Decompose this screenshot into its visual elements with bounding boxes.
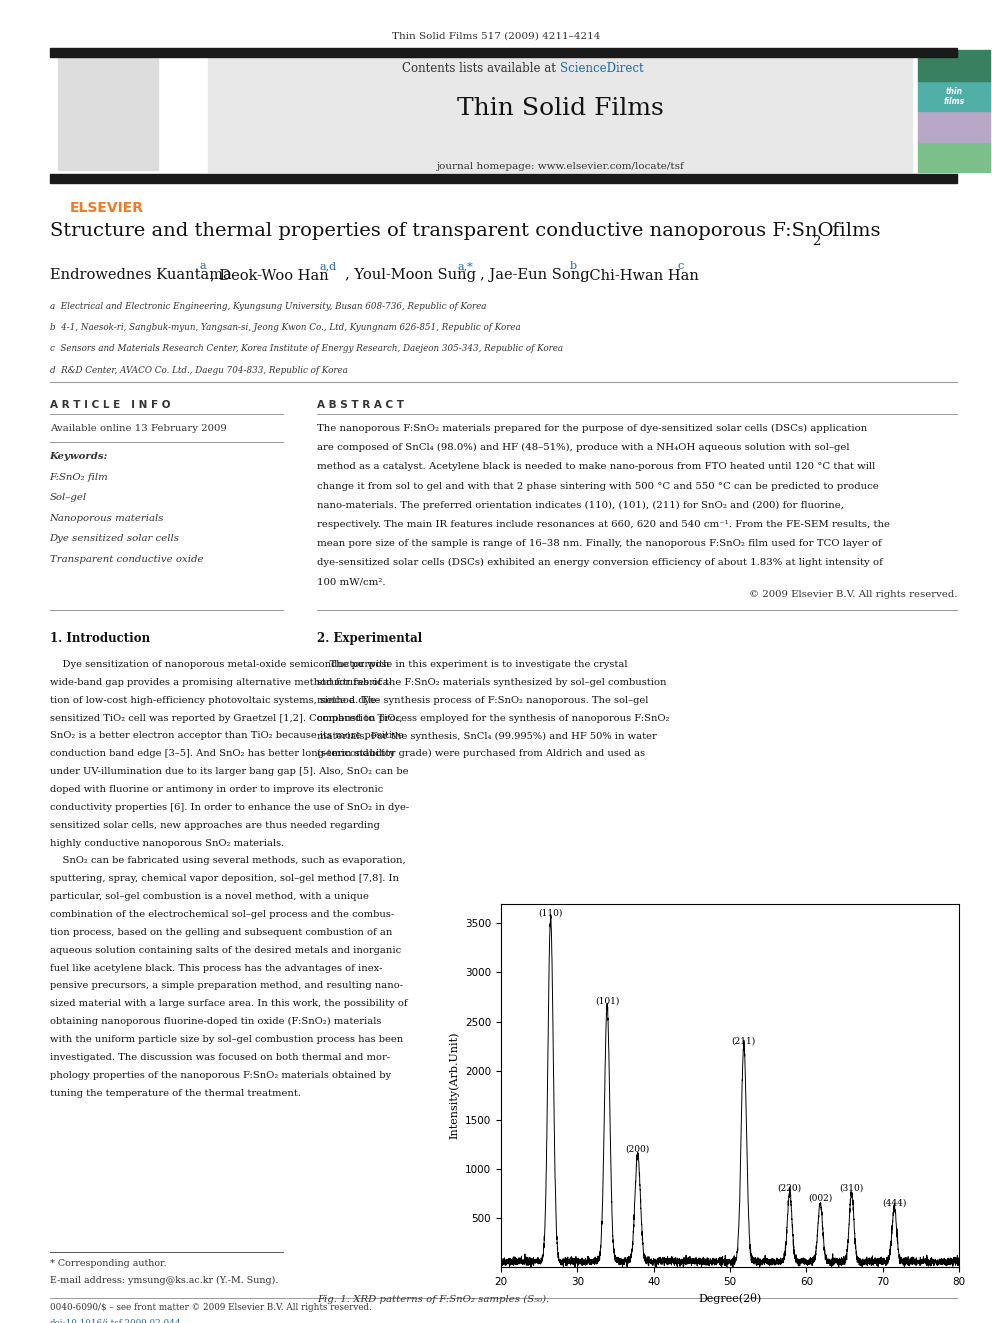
Text: under UV-illumination due to its larger bang gap [5]. Also, SnO₂ can be: under UV-illumination due to its larger …: [50, 767, 408, 777]
Text: 1. Introduction: 1. Introduction: [50, 632, 150, 646]
Text: 2: 2: [812, 235, 820, 249]
Text: highly conductive nanoporous SnO₂ materials.: highly conductive nanoporous SnO₂ materi…: [50, 839, 284, 848]
Text: A R T I C L E   I N F O: A R T I C L E I N F O: [50, 400, 170, 410]
Text: (200): (200): [626, 1144, 650, 1154]
Text: a: a: [200, 262, 206, 271]
Text: tion of low-cost high-efficiency photovoltaic systems, since a dye-: tion of low-cost high-efficiency photovo…: [50, 696, 379, 705]
Bar: [918, 111, 990, 142]
Text: phology properties of the nanoporous F:SnO₂ materials obtained by: phology properties of the nanoporous F:S…: [50, 1070, 391, 1080]
Text: films: films: [826, 222, 881, 239]
Text: (211): (211): [732, 1036, 756, 1045]
Text: Endrowednes Kuantama: Endrowednes Kuantama: [50, 269, 236, 282]
Text: (002): (002): [808, 1193, 832, 1203]
Text: Thin Solid Films: Thin Solid Films: [456, 97, 664, 120]
Text: © 2009 Elsevier B.V. All rights reserved.: © 2009 Elsevier B.V. All rights reserved…: [749, 590, 957, 599]
Text: E-mail address: ymsung@ks.ac.kr (Y.-M. Sung).: E-mail address: ymsung@ks.ac.kr (Y.-M. S…: [50, 1275, 278, 1285]
Text: , Chi-Hwan Han: , Chi-Hwan Han: [580, 269, 703, 282]
Text: (310): (310): [839, 1184, 864, 1193]
Text: sputtering, spray, chemical vapor deposition, sol–gel method [7,8]. In: sputtering, spray, chemical vapor deposi…: [50, 875, 399, 884]
Text: (110): (110): [539, 909, 562, 917]
Text: structures of the F:SnO₂ materials synthesized by sol–gel combustion: structures of the F:SnO₂ materials synth…: [317, 677, 667, 687]
Text: Nanoporous materials: Nanoporous materials: [50, 513, 164, 523]
Text: fuel like acetylene black. This process has the advantages of inex-: fuel like acetylene black. This process …: [50, 963, 382, 972]
Text: Available online 13 February 2009: Available online 13 February 2009: [50, 423, 226, 433]
Text: Dye sensitized solar cells: Dye sensitized solar cells: [50, 534, 180, 542]
Text: d  R&D Center, AVACO Co. Ltd., Daegu 704-833, Republic of Korea: d R&D Center, AVACO Co. Ltd., Daegu 704-…: [50, 365, 347, 374]
Text: Fig. 1. XRD patterns of F:SnO₂ samples (S₅₀).: Fig. 1. XRD patterns of F:SnO₂ samples (…: [317, 1295, 550, 1304]
Text: sized material with a large surface area. In this work, the possibility of: sized material with a large surface area…: [50, 999, 408, 1008]
Text: are composed of SnCl₄ (98.0%) and HF (48–51%), produce with a NH₄OH aqueous solu: are composed of SnCl₄ (98.0%) and HF (48…: [317, 443, 850, 452]
Text: SnO₂ is a better electron acceptor than TiO₂ because its more positive: SnO₂ is a better electron acceptor than …: [50, 732, 404, 741]
Y-axis label: Intensity(Arb.Unit): Intensity(Arb.Unit): [448, 1032, 459, 1139]
Text: Sol–gel: Sol–gel: [50, 493, 86, 501]
Text: a,*: a,*: [457, 262, 473, 271]
Text: 0040-6090/$ – see front matter © 2009 Elsevier B.V. All rights reserved.: 0040-6090/$ – see front matter © 2009 El…: [50, 1303, 371, 1312]
Text: pensive precursors, a simple preparation method, and resulting nano-: pensive precursors, a simple preparation…: [50, 982, 403, 991]
Text: Structure and thermal properties of transparent conductive nanoporous F:SnO: Structure and thermal properties of tran…: [50, 222, 833, 239]
Text: a,d: a,d: [320, 262, 337, 271]
Text: (220): (220): [778, 1184, 802, 1193]
Text: thin
films: thin films: [943, 87, 964, 106]
Text: mean pore size of the sample is range of 16–38 nm. Finally, the nanoporous F:SnO: mean pore size of the sample is range of…: [317, 538, 882, 548]
Bar: [918, 142, 990, 172]
Text: sensitized solar cells, new approaches are thus needed regarding: sensitized solar cells, new approaches a…: [50, 820, 380, 830]
Text: method. The synthesis process of F:SnO₂ nanoporous. The sol–gel: method. The synthesis process of F:SnO₂ …: [317, 696, 649, 705]
Text: tuning the temperature of the thermal treatment.: tuning the temperature of the thermal tr…: [50, 1089, 301, 1098]
Text: b  4-1, Naesok-ri, Sangbuk-myun, Yangsan-si, Jeong Kwon Co., Ltd, Kyungnam 626-8: b 4-1, Naesok-ri, Sangbuk-myun, Yangsan-…: [50, 323, 521, 332]
Text: , Jae-Eun Song: , Jae-Eun Song: [480, 269, 594, 282]
Text: , Deok-Woo Han: , Deok-Woo Han: [210, 269, 333, 282]
Text: journal homepage: www.elsevier.com/locate/tsf: journal homepage: www.elsevier.com/locat…: [436, 161, 683, 171]
Text: sensitized TiO₂ cell was reported by Graetzel [1,2]. Compared to TiO₂,: sensitized TiO₂ cell was reported by Gra…: [50, 713, 402, 722]
Bar: [918, 81, 990, 111]
X-axis label: Degree(2θ): Degree(2θ): [698, 1293, 762, 1303]
Bar: [208, 50, 912, 172]
Text: F:SnO₂ film: F:SnO₂ film: [50, 472, 108, 482]
Text: Transparent conductive oxide: Transparent conductive oxide: [50, 554, 203, 564]
Text: c  Sensors and Materials Research Center, Korea Institute of Energy Research, Da: c Sensors and Materials Research Center,…: [50, 344, 562, 353]
Text: Dye sensitization of nanoporous metal-oxide semiconductor with: Dye sensitization of nanoporous metal-ox…: [50, 660, 389, 669]
Text: with the uniform particle size by sol–gel combustion process has been: with the uniform particle size by sol–ge…: [50, 1035, 403, 1044]
Text: (semiconductor grade) were purchased from Aldrich and used as: (semiconductor grade) were purchased fro…: [317, 749, 646, 758]
Text: 2. Experimental: 2. Experimental: [317, 632, 423, 646]
Text: The nanoporous F:SnO₂ materials prepared for the purpose of dye-sensitized solar: The nanoporous F:SnO₂ materials prepared…: [317, 423, 868, 433]
Text: (101): (101): [595, 996, 619, 1005]
Text: respectively. The main IR features include resonances at 660, 620 and 540 cm⁻¹. : respectively. The main IR features inclu…: [317, 520, 891, 529]
Bar: [50, 175, 957, 184]
Text: b: b: [570, 262, 577, 271]
Text: change it from sol to gel and with that 2 phase sintering with 500 °C and 550 °C: change it from sol to gel and with that …: [317, 482, 879, 491]
Text: conductivity properties [6]. In order to enhance the use of SnO₂ in dye-: conductivity properties [6]. In order to…: [50, 803, 409, 812]
Text: aqueous solution containing salts of the desired metals and inorganic: aqueous solution containing salts of the…: [50, 946, 401, 955]
Text: A B S T R A C T: A B S T R A C T: [317, 400, 405, 410]
Text: (444): (444): [882, 1199, 907, 1208]
Text: SnO₂ can be fabricated using several methods, such as evaporation,: SnO₂ can be fabricated using several met…: [50, 856, 405, 865]
Text: combination of the electrochemical sol–gel process and the combus-: combination of the electrochemical sol–g…: [50, 910, 394, 919]
Text: Contents lists available at: Contents lists available at: [403, 62, 560, 75]
Text: a  Electrical and Electronic Engineering, Kyungsung University, Busan 608-736, R: a Electrical and Electronic Engineering,…: [50, 302, 486, 311]
Text: tion process, based on the gelling and subsequent combustion of an: tion process, based on the gelling and s…: [50, 927, 392, 937]
Bar: [50, 48, 957, 57]
Text: ELSEVIER: ELSEVIER: [70, 201, 144, 216]
Text: , Youl-Moon Sung: , Youl-Moon Sung: [345, 269, 481, 282]
Text: obtaining nanoporous fluorine-doped tin oxide (F:SnO₂) materials: obtaining nanoporous fluorine-doped tin …: [50, 1017, 381, 1027]
Text: investigated. The discussion was focused on both thermal and mor-: investigated. The discussion was focused…: [50, 1053, 390, 1062]
Text: conduction band edge [3–5]. And SnO₂ has better long-term stability: conduction band edge [3–5]. And SnO₂ has…: [50, 749, 395, 758]
Text: wide-band gap provides a promising alternative method for fabrica-: wide-band gap provides a promising alter…: [50, 677, 392, 687]
Text: The purpose in this experiment is to investigate the crystal: The purpose in this experiment is to inv…: [317, 660, 628, 669]
Text: Thin Solid Films 517 (2009) 4211–4214: Thin Solid Films 517 (2009) 4211–4214: [392, 32, 600, 41]
Bar: [918, 50, 990, 81]
Text: ScienceDirect: ScienceDirect: [560, 62, 644, 75]
Text: dye-sensitized solar cells (DSCs) exhibited an energy conversion efficiency of a: dye-sensitized solar cells (DSCs) exhibi…: [317, 558, 883, 568]
Text: doped with fluorine or antimony in order to improve its electronic: doped with fluorine or antimony in order…: [50, 785, 383, 794]
Text: particular, sol–gel combustion is a novel method, with a unique: particular, sol–gel combustion is a nove…: [50, 892, 368, 901]
Text: 100 mW/cm².: 100 mW/cm².: [317, 577, 386, 586]
Text: method as a catalyst. Acetylene black is needed to make nano-porous from FTO hea: method as a catalyst. Acetylene black is…: [317, 462, 876, 471]
Text: * Corresponding author.: * Corresponding author.: [50, 1258, 167, 1267]
Text: combustion process employed for the synthesis of nanoporous F:SnO₂: combustion process employed for the synt…: [317, 713, 670, 722]
Text: Keywords:: Keywords:: [50, 452, 108, 460]
Text: doi:10.1016/j.tsf.2009.02.044: doi:10.1016/j.tsf.2009.02.044: [50, 1319, 182, 1323]
Text: c: c: [678, 262, 684, 271]
Bar: [58, 52, 158, 169]
Text: nano-materials. The preferred orientation indicates (110), (101), (211) for SnO₂: nano-materials. The preferred orientatio…: [317, 500, 844, 509]
Text: materials. For the synthesis, SnCl₄ (99.995%) and HF 50% in water: materials. For the synthesis, SnCl₄ (99.…: [317, 732, 657, 741]
